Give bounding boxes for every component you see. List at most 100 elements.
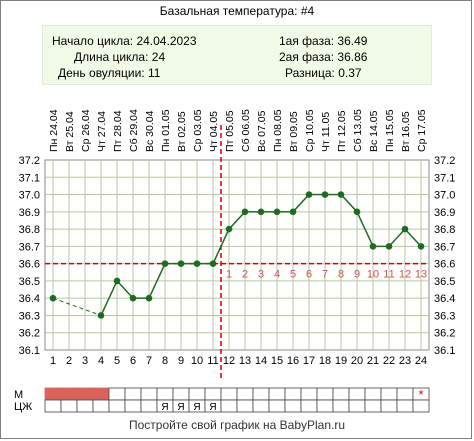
x-tick-label: 2 [66,355,72,367]
menses-cell [140,387,158,401]
cervical-mark: Я [161,402,168,413]
date-label: Пт 05.05 [224,110,236,152]
data-point [241,208,249,216]
post-ovulation-day-number: 2 [242,269,248,281]
data-point [225,225,233,233]
cycle-length-text: Длина цикла: 24 [74,50,166,64]
date-label: Сб 29.04 [128,109,140,152]
data-point [401,225,409,233]
x-tick-label: 8 [162,355,168,367]
post-ovulation-day-number: 8 [338,269,344,281]
menses-cell [284,387,302,401]
post-ovulation-day-number: 11 [383,269,394,281]
post-ovulation-day-number: 9 [354,269,360,281]
data-point [337,191,345,198]
cervical-mark: Я [177,402,184,413]
y-tick-label-right: 36.8 [434,224,455,236]
data-point [209,260,217,267]
date-label: Пт 28.04 [112,110,124,152]
cervical-cell [412,399,430,413]
cervical-cell [316,399,334,413]
series-line [148,263,166,299]
post-ovulation-day-number: 1 [226,269,232,281]
menses-cell [44,387,62,401]
post-ovulation-day-number: 7 [322,269,328,281]
menses-cell [108,387,126,401]
date-label: Сб 06.05 [240,109,252,152]
menses-cell [92,387,110,401]
data-point [385,243,393,250]
y-tick-label-right: 36.9 [434,207,455,219]
data-point [257,208,265,216]
menses-cell [220,387,238,401]
cervical-cell [364,399,382,413]
x-tick-label: 5 [114,355,120,367]
data-point [161,260,169,267]
difference-text: Разница: 0.37 [285,66,362,80]
post-ovulation-day-number: 13 [415,269,427,281]
menses-cell [124,387,142,401]
y-tick-label-left: 36.7 [19,241,40,253]
y-tick-label-right: 36.1 [434,345,455,357]
cervical-cell [140,399,158,413]
cervical-cell [44,399,62,413]
post-ovulation-day-number: 3 [258,269,264,281]
y-tick-label-left: 36.6 [19,259,40,271]
series-line [116,280,134,299]
date-label: Пн 08.05 [272,109,284,152]
date-label: Пт 12.05 [336,110,348,152]
menses-cell [364,387,382,401]
data-point [177,260,185,267]
series-line [340,194,358,213]
post-ovulation-day-number: 4 [274,269,280,281]
y-tick-label-left: 37.0 [19,190,40,202]
footer-link[interactable]: Постройте свой график на BabyPlan.ru [128,418,346,432]
menses-cell [316,387,334,401]
menses-cell [268,387,286,401]
cervical-mark: Я [209,402,216,413]
y-tick-label-left: 36.9 [19,207,40,219]
x-tick-label: 13 [239,355,251,367]
post-ovulation-day-number: 12 [399,269,411,281]
menses-row-label: М [14,389,23,401]
cervical-cell [284,399,302,413]
x-tick-label: 9 [178,355,184,367]
post-ovulation-day-number: 5 [290,269,296,281]
y-tick-label-left: 36.2 [19,328,40,340]
menses-cell [396,387,414,401]
cervical-cell [332,399,350,413]
plot-area [44,159,430,351]
date-label: Вт 25.04 [64,111,76,152]
date-label: Вт 09.05 [288,111,300,152]
ovulation-day-text: День овуляции: 11 [58,66,161,80]
date-label: Чт 27.04 [96,111,108,152]
date-label: Пн 24.04 [48,109,60,152]
cervical-mark: Я [193,402,200,413]
data-point [305,191,313,198]
data-point [193,260,201,267]
data-point [145,294,153,302]
series-line [388,228,406,247]
menses-cell [172,387,190,401]
cervical-mark-star: * [418,387,423,402]
x-tick-label: 21 [367,355,379,367]
phase1-text: 1ая фаза: 36.49 [279,34,368,48]
cervical-cell [220,399,238,413]
data-point [369,243,377,250]
menses-cell [156,387,174,401]
date-label: Вс 07.05 [256,110,268,152]
x-tick-label: 11 [207,355,218,367]
post-ovulation-day-number: 6 [306,269,312,281]
cervical-cell [92,399,110,413]
cervical-cell [76,399,94,413]
chart-title: Базальная температура: #4 [159,4,315,18]
series-line [212,228,230,264]
cervical-cell [348,399,366,413]
y-tick-label-right: 36.2 [434,328,455,340]
x-tick-label: 23 [399,355,411,367]
series-line [292,194,310,213]
series-line [228,211,246,230]
date-label: Ср 26.04 [80,109,92,152]
date-label: Пн 01.05 [160,109,172,152]
